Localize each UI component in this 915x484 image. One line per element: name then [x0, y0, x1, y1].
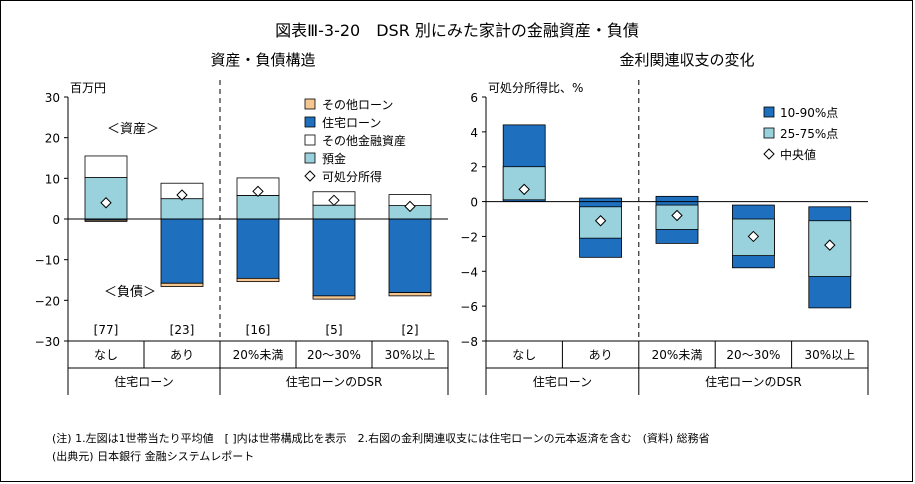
source-note: (出典元) 日本銀行 金融システムレポート: [52, 450, 255, 463]
group-label: 住宅ローン: [533, 374, 592, 389]
right-y-tick-label: −2: [460, 230, 478, 244]
other-loan-bar: [388, 292, 432, 297]
legend-label: 預金: [322, 151, 346, 166]
left-y-tick-label: −30: [35, 335, 60, 349]
category-label: 30%以上: [385, 348, 436, 362]
right-chart: 6 4 2 0 −2 −4 −6 −8 可処分所得比、% なし あり 20%未満 20～30% 30%以上…: [460, 80, 869, 395]
figure-title: 図表Ⅲ-3-20 DSR 別にみた家計の金融資産・負債: [275, 21, 639, 40]
category-label: 30%以上: [804, 348, 855, 362]
assets-annotation: ＜資産＞: [107, 121, 159, 137]
legend-label: その他ローン: [322, 98, 393, 112]
income-marker: [328, 194, 340, 207]
deposits-bar: [312, 204, 356, 220]
left-y-tick-label: −10: [35, 254, 60, 268]
legend-swatch: [763, 127, 775, 139]
household-share-label: [16]: [246, 323, 271, 337]
household-share-label: [77]: [94, 323, 119, 337]
left-y-axis-label: 百万円: [70, 81, 106, 95]
group-label: 住宅ローンのDSR: [286, 374, 383, 389]
legend-label: その他金融資産: [322, 133, 406, 148]
right-y-tick-label: −6: [460, 300, 478, 314]
right-y-tick-label: 4: [470, 126, 478, 140]
legend-label: 25-75%点: [780, 127, 838, 141]
income-marker: [404, 200, 416, 213]
left-y-tick-label: 30: [45, 91, 60, 105]
liabilities-annotation: ＜負債＞: [104, 285, 156, 300]
right-y-axis-label: 可処分所得比、%: [488, 80, 583, 95]
left-chart: 30 20 10 0 −10 −20 −30 百万円 [77] なし [23] あり [16] 20%未満…: [35, 80, 449, 395]
left-y-tick-label: 10: [45, 172, 60, 186]
legend-swatch: [763, 106, 775, 118]
right-y-tick-label: 6: [470, 91, 478, 105]
right-chart-title: 金利関連収支の変化: [619, 51, 754, 69]
category-label: あり: [589, 348, 613, 362]
median-marker: [824, 239, 836, 251]
footnote-1: (注) 1.左図は1世帯当たり平均値 [ ]内は世帯構成比を表示 2.右図の金利…: [52, 432, 710, 445]
group-label: 住宅ローンのDSR: [705, 374, 802, 389]
median-marker: [747, 230, 760, 243]
left-y-tick-label: 0: [52, 213, 60, 227]
other-assets-bar: [84, 155, 128, 178]
housing-loan-bar: [388, 218, 432, 294]
income-marker: [176, 189, 188, 201]
p25-75-range-bar: [655, 204, 699, 230]
legend-swatch: [304, 152, 316, 164]
category-label: あり: [170, 348, 194, 362]
legend-diamond: [763, 148, 775, 160]
legend-label: 住宅ローン: [322, 115, 381, 130]
category-label: 20%未満: [233, 348, 284, 362]
legend-label: 可処分所得: [322, 169, 382, 184]
left-chart-title: 資産・負債構造: [210, 51, 315, 69]
housing-loan-bar: [236, 218, 280, 279]
legend-label: 中央値: [780, 147, 816, 162]
median-marker: [594, 215, 607, 227]
household-share-label: [5]: [326, 323, 343, 337]
legend-label: 10-90%点: [780, 106, 838, 120]
right-y-tick-label: 0: [470, 196, 478, 210]
other-loan-bar: [236, 277, 280, 283]
category-label: なし: [94, 348, 118, 362]
left-y-tick-label: −20: [35, 294, 60, 308]
left-y-tick-label: 20: [45, 132, 60, 146]
median-marker: [518, 183, 530, 196]
right-y-tick-label: 2: [470, 161, 478, 175]
deposits-bar: [160, 198, 204, 220]
right-y-tick-label: −8: [460, 335, 478, 349]
legend-diamond: [304, 170, 316, 182]
group-label: 住宅ローン: [114, 374, 173, 389]
legend-swatch: [304, 116, 316, 128]
median-marker: [671, 209, 683, 222]
household-share-label: [2]: [402, 323, 419, 337]
deposits-bar: [236, 195, 280, 220]
category-label: 20～30%: [307, 348, 361, 362]
household-share-label: [23]: [170, 323, 195, 337]
legend-swatch: [304, 98, 316, 110]
housing-loan-bar: [160, 218, 204, 284]
right-y-tick-label: −4: [460, 265, 478, 279]
other-loan-bar: [84, 219, 128, 222]
category-label: なし: [512, 348, 536, 362]
other-loan-bar: [312, 295, 356, 300]
category-label: 20～30%: [726, 348, 780, 362]
legend-swatch: [304, 134, 316, 146]
income-marker: [100, 197, 112, 209]
income-marker: [252, 185, 264, 198]
housing-loan-bar: [312, 218, 356, 297]
category-label: 20%未満: [652, 348, 703, 362]
other-loan-bar: [160, 282, 204, 287]
